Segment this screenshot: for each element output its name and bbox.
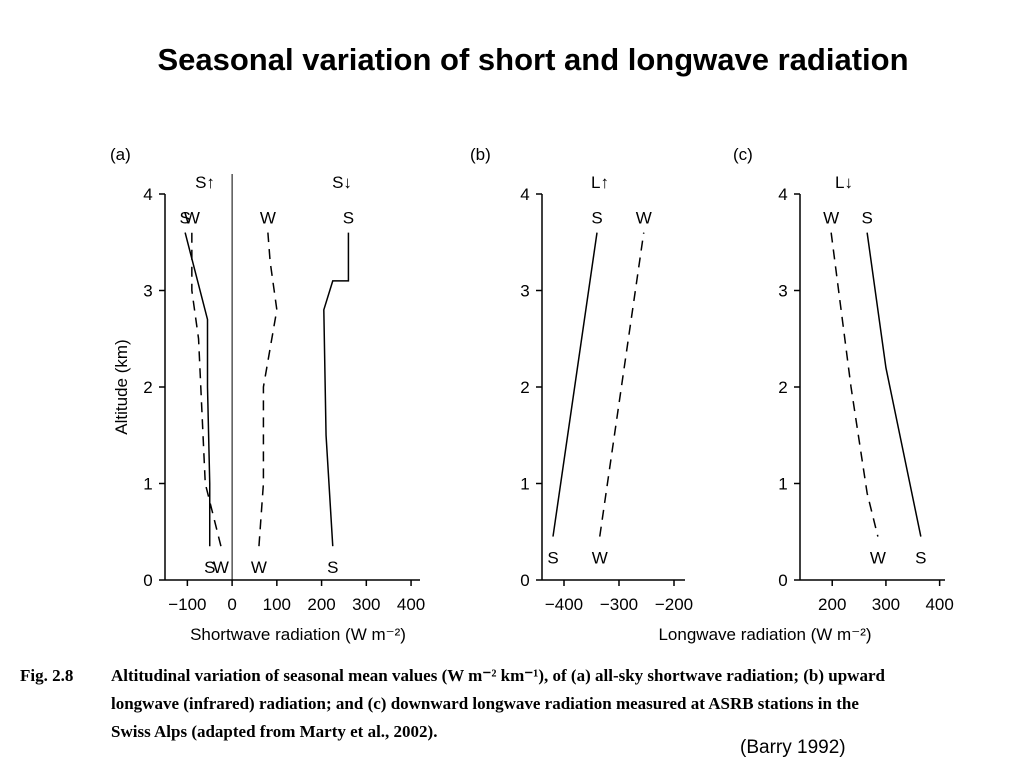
series-bottom-label: S [547,549,558,568]
y-tick-label: 0 [778,571,787,590]
x-tick-label: 200 [307,595,335,614]
x-tick-label: −200 [655,595,693,614]
series-top-label: W [184,209,200,228]
y-axis-label: Altitude (km) [112,339,131,434]
y-tick-label: 4 [520,185,529,204]
x-tick-label: 100 [263,595,291,614]
y-tick-label: 3 [520,282,529,301]
chart-panel-3: 0 1 2 3 4 200 300 400 (c) L↓ W W S S [733,145,954,614]
series-bottom-label: S [915,549,926,568]
series-bottom-label: W [592,549,608,568]
series-bottom-label: W [251,558,267,577]
y-tick-label: 3 [143,282,152,301]
series-top-label: S [861,209,872,228]
series-line-4 [323,232,350,547]
flux-header: L↑ [591,173,609,192]
series-top-label: S [591,209,602,228]
series-bottom-label: W [213,558,229,577]
figure-label: Fig. 2.8 [20,666,74,685]
panel-label: (c) [733,145,753,164]
series-line-2 [191,232,222,547]
chart-panel-2: 0 1 2 3 4 −400 −300 −200 (b) L↑ Longwave radiation… [470,145,872,644]
x-tick-label: −400 [545,595,583,614]
x-tick-label: 300 [352,595,380,614]
x-axis-label: Longwave radiation (W m⁻²) [658,625,871,644]
series-top-label: S [179,209,190,228]
series-line-1 [184,232,211,547]
y-tick-label: 2 [143,378,152,397]
series-bottom-label: W [870,549,886,568]
y-tick-label: 4 [143,185,152,204]
x-tick-label: 200 [818,595,846,614]
series-top-label: W [823,209,839,228]
y-tick-label: 1 [520,475,529,494]
panel-label: (b) [470,145,491,164]
series-top-label: W [636,209,652,228]
caption-line-2: longwave (infrared) radiation; and (c) d… [111,694,859,713]
series-bottom-label: S [204,558,215,577]
x-tick-label: −100 [168,595,206,614]
y-tick-label: 3 [778,282,787,301]
x-tick-label: 0 [227,595,236,614]
y-tick-label: 1 [143,475,152,494]
x-tick-label: 400 [397,595,425,614]
y-tick-label: 1 [778,475,787,494]
series-line-2 [866,232,922,537]
series-top-label: S [343,209,354,228]
series-line-2 [599,232,645,537]
slide-title: Seasonal variation of short and longwave… [157,42,909,77]
series-bottom-label: S [327,558,338,577]
y-tick-label: 0 [520,571,529,590]
chart-panel-1: 0 1 2 3 4 −100 0 100 200 300 400 (a) S↑ S↓ Altitude (k… [110,145,425,644]
y-tick-label: 2 [520,378,529,397]
caption-line-3: Swiss Alps (adapted from Marty et al., 2… [111,722,438,741]
y-tick-label: 4 [778,185,787,204]
caption-line-1: Altitudinal variation of seasonal mean v… [111,666,885,685]
series-line-1 [830,232,879,537]
x-tick-label: 300 [872,595,900,614]
panel-label: (a) [110,145,131,164]
flux-header: L↓ [835,173,853,192]
x-tick-label: −300 [600,595,638,614]
y-tick-label: 0 [143,571,152,590]
series-line-3 [258,232,278,547]
x-axis-label: Shortwave radiation (W m⁻²) [190,625,406,644]
series-top-label: W [260,209,276,228]
flux-header: S↑ [195,173,215,192]
y-tick-label: 2 [778,378,787,397]
flux-header: S↓ [332,173,352,192]
x-tick-label: 400 [925,595,953,614]
source-note: (Barry 1992) [740,737,846,758]
series-line-1 [552,232,598,537]
